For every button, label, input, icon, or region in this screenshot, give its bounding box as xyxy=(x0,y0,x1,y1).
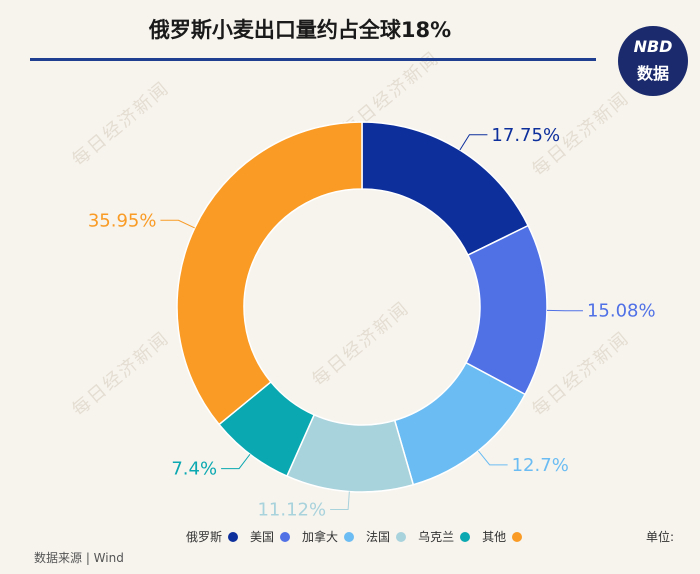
legend-item-2: 加拿大 xyxy=(302,528,355,545)
logo-subtext: 数据 xyxy=(636,64,669,83)
legend-label: 俄罗斯 xyxy=(186,530,223,544)
slice-label-2: 12.7% xyxy=(512,455,569,476)
legend-swatch xyxy=(228,531,239,542)
slice-5 xyxy=(176,121,363,426)
leader-line-0 xyxy=(459,134,488,151)
legend-label: 加拿大 xyxy=(302,530,339,544)
legend: 俄罗斯 美国 加拿大 法国 乌克兰 其他 xyxy=(186,528,534,545)
legend-label: 乌克兰 xyxy=(418,530,455,544)
slice-label-3: 11.12% xyxy=(257,500,326,521)
legend-item-0: 俄罗斯 xyxy=(186,528,239,545)
legend-item-5: 其他 xyxy=(482,528,523,545)
leader-line-4 xyxy=(221,453,251,470)
legend-swatch xyxy=(512,531,523,542)
unit-label: 单位: xyxy=(646,530,675,544)
logo-text: NBD xyxy=(633,37,673,56)
legend-swatch xyxy=(460,531,471,542)
chart-title: 俄罗斯小麦出口量约占全球18% xyxy=(148,18,452,42)
source-note: 数据来源 | Wind xyxy=(34,551,124,565)
legend-label: 其他 xyxy=(482,530,507,544)
leader-line-5 xyxy=(160,219,195,229)
title-underline xyxy=(30,58,596,61)
legend-item-4: 乌克兰 xyxy=(418,528,471,545)
legend-swatch xyxy=(396,531,407,542)
legend-item-3: 法国 xyxy=(366,528,407,545)
slice-label-5: 35.95% xyxy=(88,210,157,231)
leader-line-2 xyxy=(477,450,508,466)
legend-label: 美国 xyxy=(250,530,275,544)
legend-label: 法国 xyxy=(366,530,391,544)
nbd-logo: NBD 数据 xyxy=(618,26,688,96)
legend-swatch xyxy=(344,531,355,542)
slice-label-4: 7.4% xyxy=(171,459,217,480)
leader-line-3 xyxy=(330,491,350,511)
legend-item-1: 美国 xyxy=(250,528,291,545)
slice-label-0: 17.75% xyxy=(491,125,560,146)
slice-label-1: 15.08% xyxy=(587,301,656,322)
legend-swatch xyxy=(280,531,291,542)
